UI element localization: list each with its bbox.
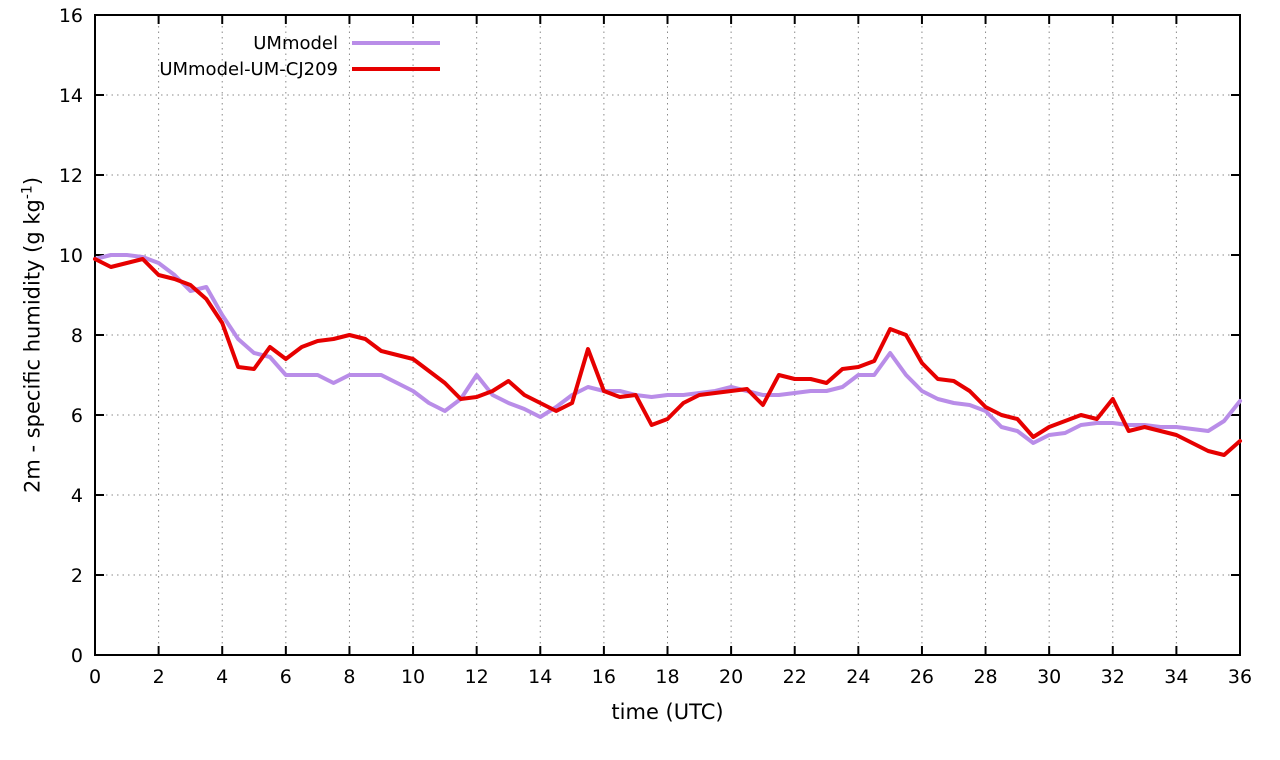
legend-label-ummodel: UMmodel	[253, 32, 338, 54]
legend-item-ummodel-um-cj209: UMmodel-UM-CJ209	[110, 56, 440, 82]
legend-line-swatch-ummodel-um-cj209	[352, 67, 440, 71]
svg-text:18: 18	[655, 666, 679, 688]
svg-text:8: 8	[71, 325, 83, 347]
svg-text:30: 30	[1037, 666, 1061, 688]
svg-text:10: 10	[59, 245, 83, 267]
legend-label-ummodel-um-cj209: UMmodel-UM-CJ209	[159, 58, 338, 80]
svg-text:14: 14	[59, 85, 83, 107]
svg-text:2: 2	[153, 666, 165, 688]
y-axis-label-text: 2m - specific humidity (g kg	[20, 199, 45, 494]
y-axis-label-close: )	[20, 176, 45, 186]
svg-text:22: 22	[783, 666, 807, 688]
svg-text:12: 12	[59, 165, 83, 187]
svg-text:0: 0	[71, 645, 83, 667]
svg-text:20: 20	[719, 666, 743, 688]
legend-line-swatch-ummodel	[352, 41, 440, 45]
svg-text:28: 28	[973, 666, 997, 688]
x-axis-label: time (UTC)	[611, 700, 724, 724]
svg-text:32: 32	[1101, 666, 1125, 688]
svg-text:4: 4	[71, 485, 83, 507]
y-axis-label-superscript: -1	[19, 185, 36, 200]
svg-text:16: 16	[592, 666, 616, 688]
svg-text:0: 0	[89, 666, 101, 688]
svg-text:16: 16	[59, 5, 83, 27]
svg-text:12: 12	[465, 666, 489, 688]
svg-text:4: 4	[216, 666, 228, 688]
svg-text:6: 6	[71, 405, 83, 427]
svg-text:8: 8	[343, 666, 355, 688]
svg-text:10: 10	[401, 666, 425, 688]
legend: UMmodel UMmodel-UM-CJ209	[110, 30, 440, 82]
svg-text:24: 24	[846, 666, 870, 688]
legend-item-ummodel: UMmodel	[110, 30, 440, 56]
svg-text:2: 2	[71, 565, 83, 587]
svg-text:14: 14	[528, 666, 552, 688]
svg-text:34: 34	[1164, 666, 1188, 688]
svg-text:26: 26	[910, 666, 934, 688]
svg-text:6: 6	[280, 666, 292, 688]
svg-text:36: 36	[1228, 666, 1252, 688]
y-axis-label: 2m - specific humidity (g kg-1)	[20, 177, 45, 493]
